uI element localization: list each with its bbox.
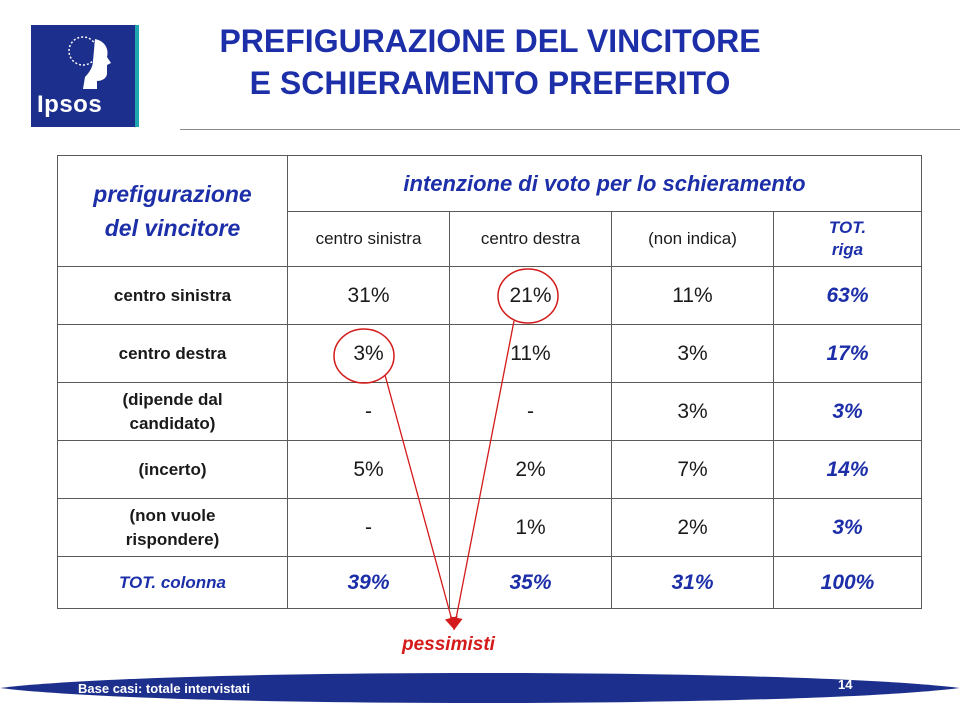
annotation-label: pessimisti (402, 634, 495, 655)
table-row: (incerto) 5% 2% 7% 14% (57, 440, 922, 499)
row-total-cell: 14% (773, 440, 922, 499)
highlight-circle (497, 268, 559, 324)
total-label-1: TOT. (828, 218, 867, 237)
table-cell: 3% (611, 324, 774, 383)
row-label: (dipende dal (122, 389, 223, 409)
title-divider (180, 129, 960, 130)
title-line-2: E SCHIERAMENTO PREFERITO (249, 65, 731, 101)
highlight-circle (333, 328, 395, 384)
table-row: (non vuole rispondere) - 1% 2% 3% (57, 498, 922, 557)
table-cell: 11% (611, 266, 774, 325)
column-header: centro destra (449, 211, 612, 267)
table-cell: 7% (611, 440, 774, 499)
corner-line-1: prefigurazione (93, 181, 252, 207)
row-total-cell: 63% (773, 266, 922, 325)
row-header: (incerto) (57, 440, 288, 499)
total-label-2: riga (831, 240, 864, 259)
crosstab-table: prefigurazione del vincitore intenzione … (57, 155, 922, 609)
column-total-cell: 39% (287, 556, 450, 609)
row-label: (incerto) (138, 459, 207, 479)
tree-face-icon (68, 36, 111, 89)
table-row: centro sinistra 31% 21% 11% 63% (57, 266, 922, 325)
table-row-total: TOT. colonna 39% 35% 31% 100% (57, 556, 922, 609)
row-label: centro sinistra (113, 285, 232, 305)
row-header: centro sinistra (57, 266, 288, 325)
corner-line-2: del vincitore (104, 215, 241, 241)
column-total-cell: 31% (611, 556, 774, 609)
table-cell: 31% (287, 266, 450, 325)
row-label-2: candidato) (129, 413, 216, 433)
row-label-2: rispondere) (125, 529, 220, 549)
ipsos-logo: Ipsos (31, 25, 139, 127)
arrow-line (384, 374, 458, 631)
table-cell: 2% (611, 498, 774, 557)
table-cell: 2% (449, 440, 612, 499)
column-total-cell: 35% (449, 556, 612, 609)
page-title: PREFIGURAZIONE DEL VINCITORE E SCHIERAME… (180, 20, 800, 104)
row-header: TOT. colonna (57, 556, 288, 609)
row-label: TOT. colonna (118, 572, 227, 592)
page-number: 14 (838, 677, 853, 692)
column-header: (non indica) (611, 211, 774, 267)
row-header: centro destra (57, 324, 288, 383)
row-total-cell: 17% (773, 324, 922, 383)
table-cell: 5% (287, 440, 450, 499)
table-cell: 11% (449, 324, 612, 383)
table-cell: 3% (611, 382, 774, 441)
row-label: centro destra (118, 343, 227, 363)
footer-band (0, 673, 960, 703)
table-row: centro destra 3% 11% 3% 17% (57, 324, 922, 383)
title-line-1: PREFIGURAZIONE DEL VINCITORE (219, 23, 761, 59)
footer-base-note: Base casi: totale intervistati (78, 681, 250, 696)
grand-total-cell: 100% (773, 556, 922, 609)
arrow-line (449, 320, 515, 631)
corner-header: prefigurazione del vincitore (57, 155, 288, 267)
column-header-total: TOT. riga (773, 211, 922, 267)
logo-text: Ipsos (37, 91, 103, 118)
row-label: (non vuole (129, 505, 216, 525)
